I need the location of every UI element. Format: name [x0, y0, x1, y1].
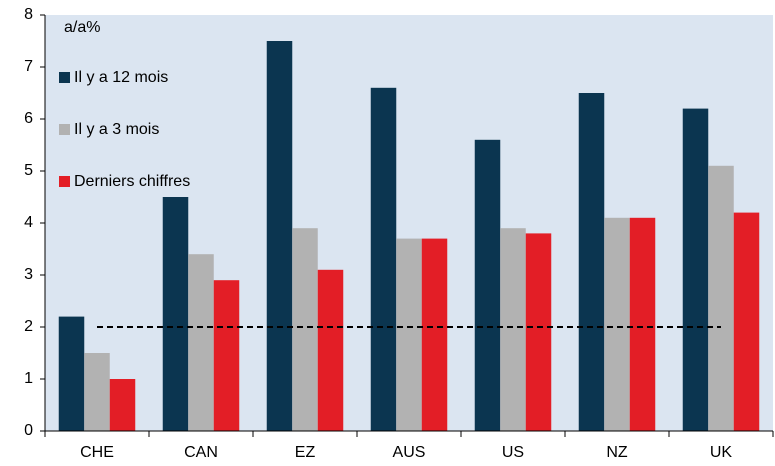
bar: [708, 165, 734, 432]
x-tick-label: UK: [710, 444, 733, 461]
bar: [421, 238, 448, 431]
bar: [500, 228, 526, 431]
bar: [370, 87, 397, 432]
bar: [58, 316, 85, 431]
bar: [525, 233, 552, 431]
bar: [396, 238, 422, 431]
bar: [733, 212, 760, 431]
unit-label: a/a%: [64, 19, 100, 36]
y-tick-label: 0: [24, 422, 33, 439]
bar: [109, 379, 136, 431]
legend-swatch: [59, 176, 70, 187]
legend-label: Il y a 3 mois: [74, 121, 159, 138]
bar: [84, 353, 110, 431]
x-tick-label: AUS: [393, 444, 426, 461]
x-tick-label: NZ: [606, 444, 628, 461]
legend-swatch: [59, 72, 70, 83]
bar: [629, 217, 656, 431]
y-tick-label: 8: [24, 6, 33, 23]
bar: [292, 228, 318, 431]
x-tick-label: US: [502, 444, 524, 461]
bar: [188, 254, 214, 431]
bar: [162, 197, 189, 431]
x-tick-label: EZ: [295, 444, 316, 461]
bar: [213, 280, 240, 431]
legend-label: Il y a 12 mois: [74, 69, 168, 86]
y-tick-label: 2: [24, 318, 33, 335]
bar: [682, 108, 709, 431]
bar: [604, 217, 630, 431]
legend-label: Derniers chiffres: [74, 173, 190, 190]
y-tick-label: 4: [24, 214, 33, 231]
y-tick-label: 3: [24, 266, 33, 283]
y-tick-label: 6: [24, 110, 33, 127]
legend-swatch: [59, 124, 70, 135]
x-tick-label: CAN: [184, 444, 218, 461]
bar: [578, 93, 605, 431]
x-tick-label: CHE: [80, 444, 114, 461]
bar: [317, 269, 344, 431]
bar: [474, 139, 501, 432]
y-tick-label: 1: [24, 370, 33, 387]
y-tick-label: 5: [24, 162, 33, 179]
bar: [266, 41, 293, 431]
y-tick-label: 7: [24, 58, 33, 75]
